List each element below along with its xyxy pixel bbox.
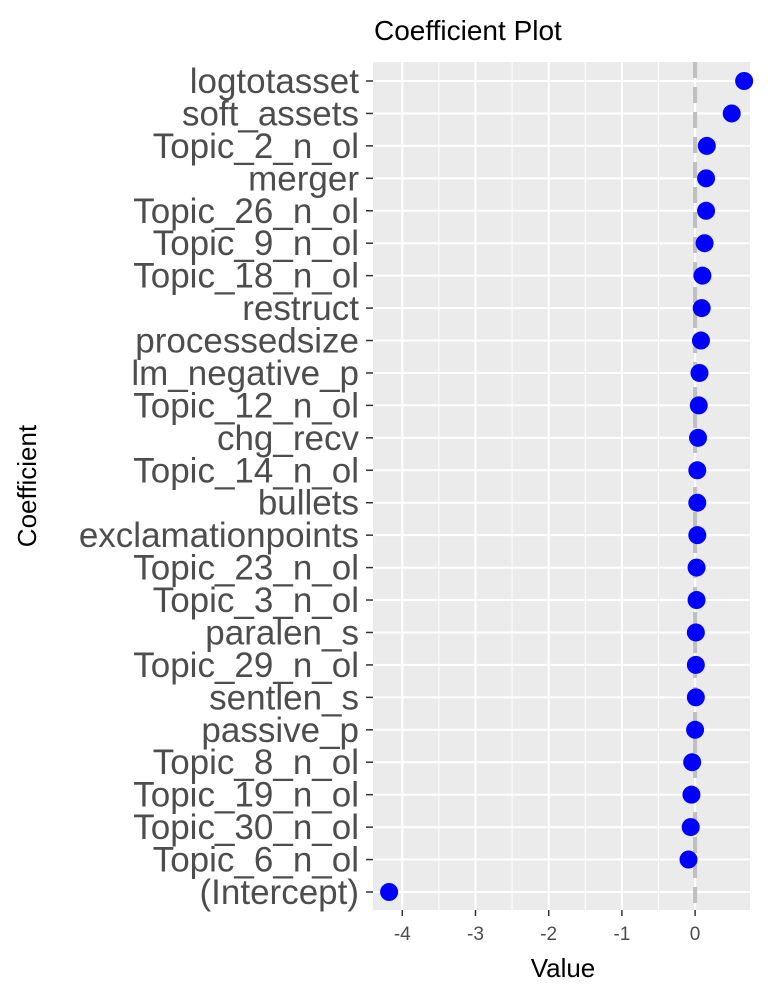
data-point	[695, 234, 714, 253]
category-label: Topic_23_n_ol	[133, 549, 359, 588]
data-point	[682, 785, 701, 804]
category-label: (Intercept)	[200, 873, 360, 912]
data-point	[691, 331, 710, 350]
data-point	[722, 104, 741, 123]
x-tick-label: 0	[690, 924, 701, 945]
data-point	[687, 558, 706, 577]
data-point	[687, 591, 706, 610]
x-axis-ticks: -4 -3 -2 -1 0	[394, 910, 701, 945]
category-label: bullets	[258, 484, 359, 523]
category-labels: logtotassetsoft_assetsTopic_2_n_olmerger…	[79, 62, 360, 912]
data-point	[697, 201, 716, 220]
x-tick-label: -2	[540, 924, 557, 945]
x-tick-label: -1	[613, 924, 630, 945]
points-layer	[380, 72, 754, 901]
data-point	[683, 753, 702, 772]
x-tick-label: -3	[467, 924, 484, 945]
category-label: exclamationpoints	[79, 516, 359, 555]
x-tick-label: -4	[394, 924, 411, 945]
data-point	[686, 720, 705, 739]
data-point	[686, 688, 705, 707]
data-point	[692, 299, 711, 318]
category-label: Topic_8_n_ol	[153, 743, 359, 782]
category-label: Topic_26_n_ol	[133, 192, 359, 231]
category-label: Topic_30_n_ol	[133, 808, 359, 847]
category-label: soft_assets	[182, 94, 359, 133]
data-point	[693, 266, 712, 285]
chart-title: Coefficient Plot	[374, 15, 562, 46]
category-label: Topic_18_n_ol	[133, 257, 359, 296]
category-label: Topic_19_n_ol	[133, 776, 359, 815]
data-point	[679, 850, 698, 869]
data-point	[689, 396, 708, 415]
data-point	[686, 623, 705, 642]
y-axis-title: Coefficient	[12, 424, 42, 547]
data-point	[690, 363, 709, 382]
data-point	[697, 169, 716, 188]
category-label: Topic_12_n_ol	[133, 386, 359, 425]
category-label: Topic_6_n_ol	[153, 841, 359, 880]
data-point	[689, 428, 708, 447]
data-point	[697, 136, 716, 155]
category-label: passive_p	[201, 711, 359, 750]
data-point	[688, 461, 707, 480]
category-label: paralen_s	[205, 613, 359, 652]
category-label: Topic_9_n_ol	[153, 224, 359, 263]
category-label: restruct	[242, 289, 359, 328]
category-label: Topic_3_n_ol	[153, 581, 359, 620]
category-label: sentlen_s	[209, 678, 359, 717]
category-label: chg_recv	[217, 419, 360, 458]
data-point	[681, 818, 700, 837]
grid-layer	[373, 62, 750, 910]
category-label: logtotasset	[190, 62, 360, 101]
data-point	[735, 72, 754, 90]
category-label: processedsize	[135, 322, 359, 361]
data-point	[380, 883, 399, 901]
data-point	[688, 493, 707, 512]
category-label: Topic_14_n_ol	[133, 451, 359, 490]
category-label: Topic_29_n_ol	[133, 646, 359, 685]
data-point	[688, 526, 707, 545]
data-point	[686, 655, 705, 674]
category-label: Topic_2_n_ol	[153, 127, 359, 166]
x-axis-title: Value	[531, 953, 596, 983]
y-axis-ticks	[366, 80, 373, 893]
category-label: merger	[248, 159, 359, 198]
category-label: lm_negative_p	[131, 354, 359, 393]
